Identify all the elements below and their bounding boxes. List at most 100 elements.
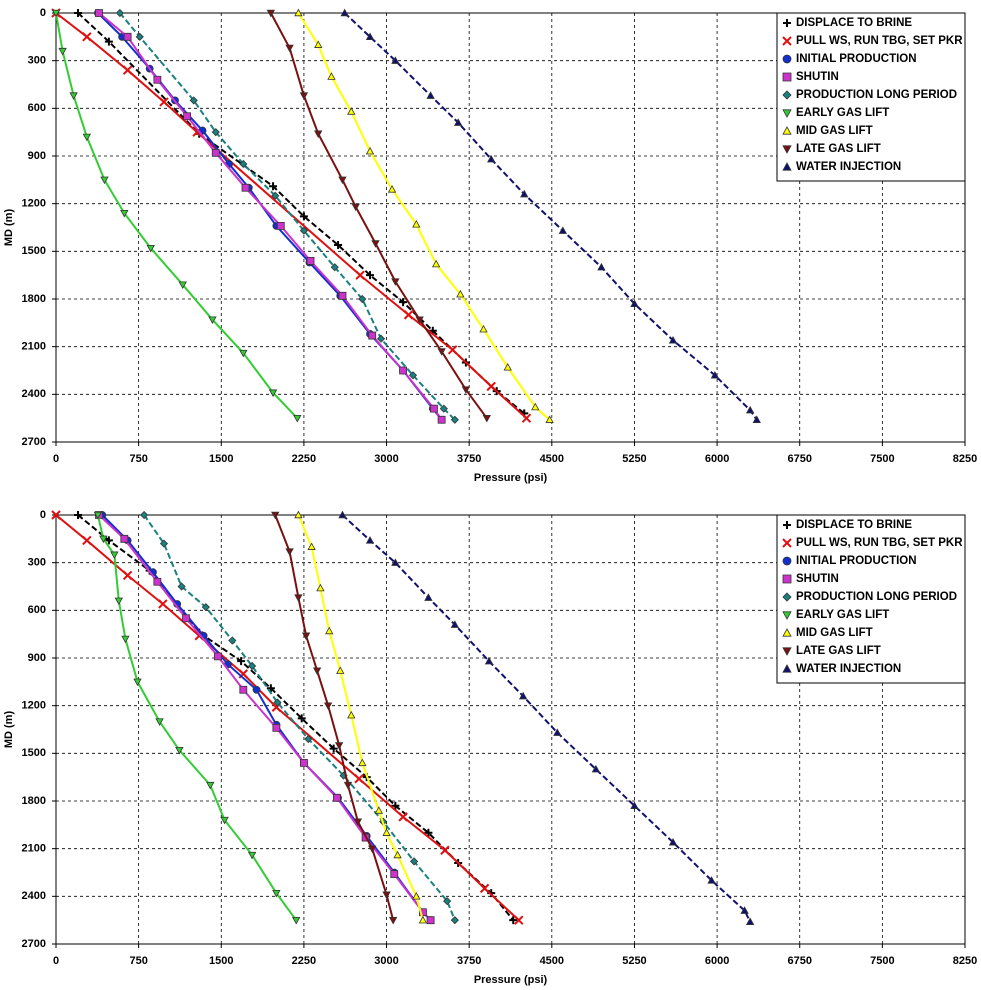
- data-point: [453, 118, 463, 126]
- data-point: [387, 185, 397, 193]
- data-point: [82, 535, 92, 546]
- data-point: [461, 386, 471, 394]
- data-point: [237, 657, 246, 666]
- data-point: [74, 9, 83, 17]
- data-point: [403, 310, 414, 320]
- legend-marker: [782, 628, 792, 637]
- data-point: [334, 742, 344, 750]
- legend-marker: [782, 54, 792, 64]
- data-point: [439, 404, 448, 413]
- data-point: [294, 510, 303, 519]
- data-point: [371, 240, 380, 248]
- data-point: [520, 189, 529, 198]
- x-tick-label: 2250: [292, 955, 316, 967]
- series-line: [269, 12, 488, 419]
- data-point: [292, 916, 301, 925]
- data-point: [376, 334, 386, 343]
- data-point: [440, 845, 450, 855]
- data-point: [110, 551, 119, 560]
- y-tick-label: 0: [40, 509, 46, 521]
- data-point: [146, 244, 155, 253]
- data-point: [399, 298, 408, 307]
- data-point: [51, 510, 61, 520]
- data-point: [479, 324, 488, 333]
- data-point: [450, 415, 459, 424]
- y-tick-label: 900: [28, 652, 46, 664]
- series-line: [297, 514, 424, 921]
- data-point: [266, 684, 275, 693]
- data-point: [437, 348, 446, 356]
- data-point: [306, 256, 315, 265]
- data-point: [285, 548, 294, 556]
- legend-marker: [782, 145, 792, 154]
- data-point: [271, 191, 280, 200]
- data-point: [239, 685, 248, 694]
- data-point: [51, 9, 61, 18]
- data-point: [514, 915, 524, 925]
- data-point: [69, 92, 78, 100]
- data-point: [294, 8, 303, 17]
- data-point: [189, 96, 198, 105]
- legend-marker: [782, 647, 792, 656]
- data-point: [382, 828, 391, 836]
- data-point: [266, 9, 276, 18]
- y-tick-label: 2400: [22, 388, 46, 400]
- data-point: [271, 511, 280, 520]
- series-line: [101, 514, 432, 921]
- data-point: [272, 889, 281, 898]
- data-point: [122, 65, 133, 75]
- data-point: [155, 718, 164, 726]
- data-point: [239, 159, 248, 169]
- data-point: [391, 278, 400, 286]
- data-point: [338, 176, 347, 185]
- legend: DISPLACE TO BRINE PULL WS, RUN TBG, SET P…: [776, 514, 966, 684]
- data-point: [399, 366, 407, 375]
- data-point: [248, 661, 257, 671]
- y-tick-label: 300: [28, 557, 46, 569]
- series-line: [55, 12, 299, 419]
- y-tick-label: 1200: [22, 198, 46, 210]
- data-point: [276, 222, 285, 230]
- x-tick-label: 7500: [870, 453, 894, 465]
- y-tick-label: 1500: [22, 747, 46, 759]
- data-point: [115, 8, 124, 18]
- x-tick-label: 6750: [787, 453, 811, 465]
- data-point: [228, 636, 237, 645]
- data-point: [393, 850, 402, 859]
- data-point: [293, 414, 302, 423]
- data-point: [201, 603, 210, 612]
- data-point: [745, 405, 755, 414]
- series-line: [274, 514, 395, 921]
- x-tick-label: 8250: [953, 955, 977, 967]
- data-point: [307, 542, 316, 550]
- legend: DISPLACE TO BRINE PULL WS, RUN TBG, SET P…: [776, 12, 966, 182]
- x-tick-label: 3000: [374, 453, 398, 465]
- data-point: [239, 349, 248, 358]
- data-point: [175, 746, 184, 755]
- data-point: [74, 511, 83, 519]
- data-point: [353, 818, 363, 826]
- x-axis-label: Pressure (psi): [474, 472, 548, 484]
- data-point: [347, 710, 356, 719]
- x-tick-label: 6000: [705, 453, 729, 465]
- x-tick-label: 0: [53, 955, 59, 967]
- data-point: [82, 32, 92, 42]
- y-tick-label: 2100: [22, 341, 46, 353]
- data-point: [241, 183, 250, 192]
- data-point: [314, 40, 323, 48]
- data-point: [120, 534, 129, 543]
- data-point: [545, 415, 554, 423]
- data-point: [355, 270, 365, 280]
- data-point: [630, 801, 639, 809]
- data-point: [104, 37, 113, 46]
- data-point: [412, 892, 421, 900]
- data-point: [300, 758, 308, 767]
- legend-label: PULL WS, RUN TBG, SET PKR: [796, 537, 963, 549]
- y-tick-label: 600: [28, 604, 46, 616]
- data-point: [273, 698, 282, 707]
- data-point: [301, 632, 311, 641]
- x-tick-label: 3000: [374, 955, 398, 967]
- data-point: [214, 652, 222, 661]
- data-point: [365, 536, 375, 544]
- y-tick-label: 300: [28, 55, 46, 67]
